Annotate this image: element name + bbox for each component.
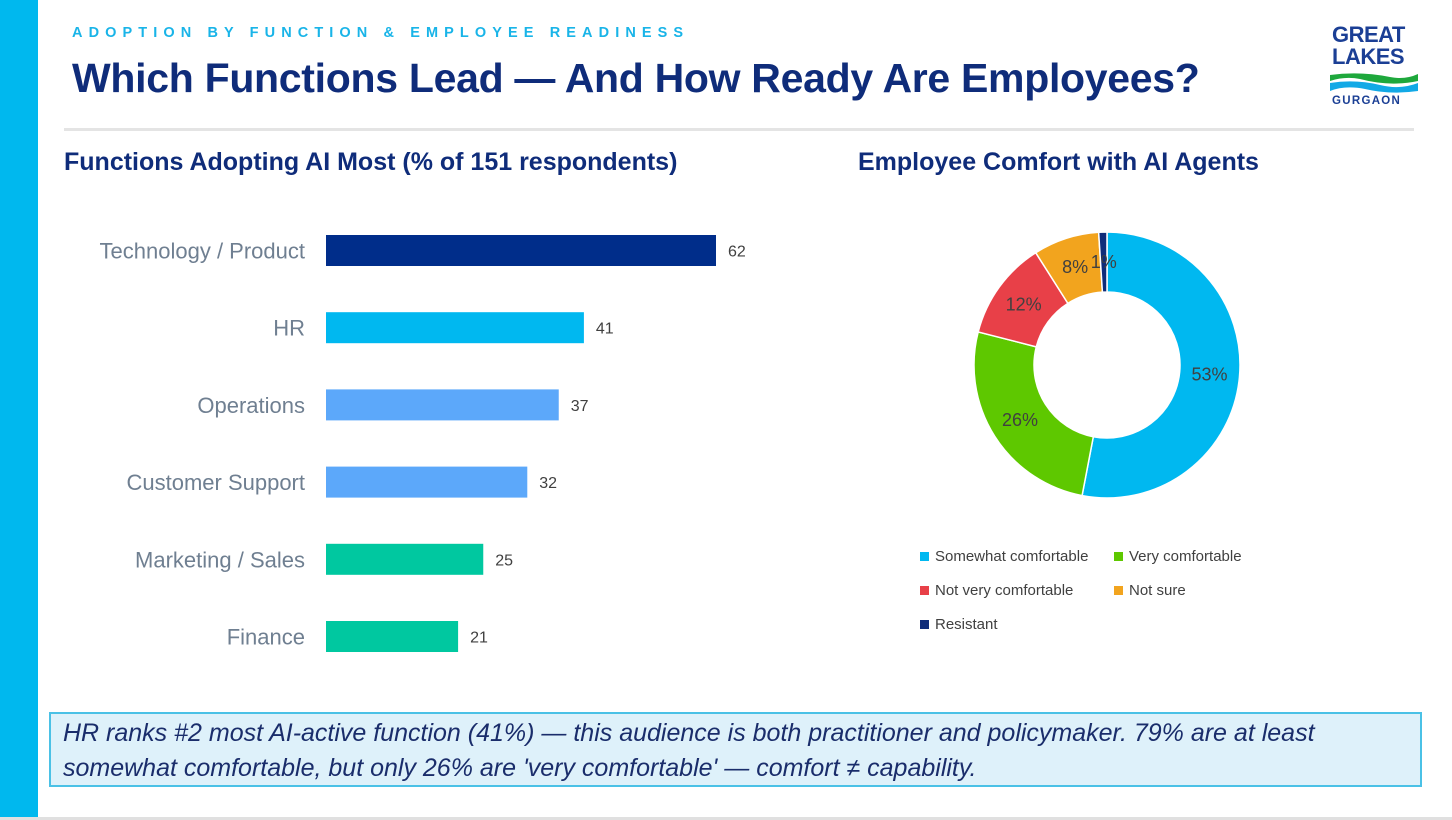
logo-word-lakes: LAKES [1332, 44, 1405, 69]
legend-item: Somewhat comfortable [920, 548, 1088, 565]
bar-value-label: 32 [539, 475, 557, 492]
donut-chart-title: Employee Comfort with AI Agents [858, 148, 1259, 176]
legend-item: Very comfortable [1114, 548, 1242, 565]
legend-label: Not very comfortable [935, 582, 1074, 599]
category-label: Marketing / Sales [135, 547, 305, 572]
callout-text: HR ranks #2 most AI-active function (41%… [63, 719, 1315, 782]
legend-item: Not sure [1114, 582, 1186, 599]
slice-value-label: 8% [1062, 257, 1088, 277]
bottom-divider [0, 817, 1452, 820]
bar-value-label: 25 [495, 552, 513, 569]
legend-swatch [1114, 586, 1123, 595]
section-kicker: ADOPTION BY FUNCTION & EMPLOYEE READINES… [72, 25, 690, 41]
slice-value-label: 26% [1002, 410, 1038, 430]
legend-item: Resistant [920, 616, 998, 633]
logo-wave-icon [1330, 73, 1418, 93]
bar-value-label: 37 [571, 398, 589, 415]
bar [326, 389, 559, 421]
category-label: Operations [197, 393, 305, 418]
bar-value-label: 62 [728, 244, 746, 261]
legend-label: Somewhat comfortable [935, 548, 1089, 565]
comfort-donut-chart: 53% 26% 12% 8% 1% [973, 231, 1241, 499]
category-label: Finance [227, 625, 305, 650]
donut-slice [1097, 231, 1108, 293]
legend-swatch [920, 586, 929, 595]
logo-word-great: GREAT [1332, 22, 1405, 47]
great-lakes-logo: GREAT LAKES GURGAON [1330, 24, 1420, 110]
logo-word-gurgaon: GURGAON [1332, 95, 1402, 107]
legend-swatch [920, 552, 929, 561]
slice-value-label: 53% [1192, 365, 1228, 385]
donut-slice [1081, 231, 1241, 499]
category-label: HR [273, 316, 305, 341]
insight-callout: HR ranks #2 most AI-active function (41%… [49, 712, 1422, 787]
legend-swatch [1114, 552, 1123, 561]
bar [326, 621, 459, 652]
title-divider [64, 128, 1414, 131]
bar [326, 466, 528, 498]
donut-slice [973, 331, 1095, 497]
legend-label: Resistant [935, 616, 998, 633]
slice-value-label: 12% [1006, 294, 1042, 314]
bar-value-label: 41 [596, 321, 614, 338]
bar-chart-title: Functions Adopting AI Most (% of 151 res… [64, 148, 678, 176]
legend-label: Not sure [1129, 582, 1186, 599]
bar-value-label: 21 [470, 630, 488, 647]
page-title: Which Functions Lead — And How Ready Are… [72, 55, 1200, 101]
bar [326, 235, 716, 266]
legend-item: Not very comfortable [920, 582, 1073, 599]
category-label: Customer Support [126, 470, 305, 495]
accent-side-bar [0, 0, 38, 817]
legend-swatch [920, 620, 929, 629]
functions-bar-chart: Technology / Product 62 HR 41 Operations 37 Cu… [100, 235, 746, 652]
bar [326, 312, 584, 344]
legend-label: Very comfortable [1129, 548, 1242, 565]
category-label: Technology / Product [100, 239, 305, 264]
slice-value-label: 1% [1091, 252, 1117, 272]
bar [326, 543, 484, 575]
